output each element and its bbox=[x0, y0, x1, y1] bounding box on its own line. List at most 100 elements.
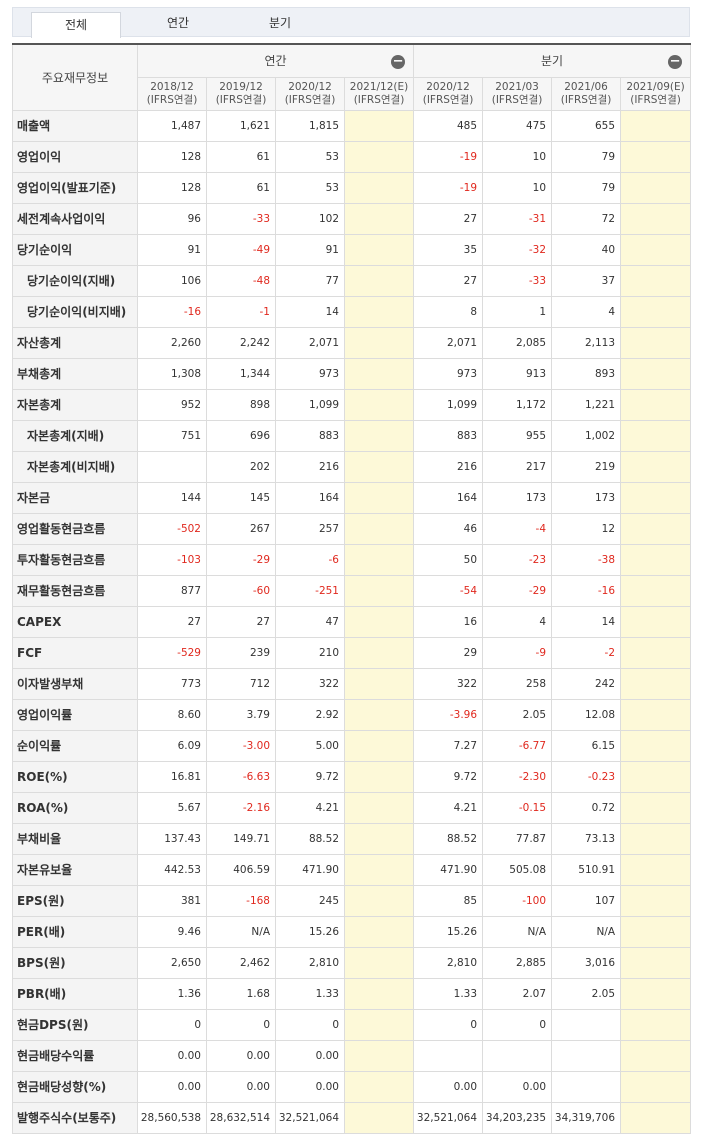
column-header: 2020/12 (IFRS연결) bbox=[413, 76, 484, 111]
table-row: EPS(원) 381 -168 245 85 -100 107 bbox=[12, 884, 692, 917]
table-cell: 973 bbox=[413, 357, 484, 390]
row-label: 현금배당성향(%) bbox=[12, 1070, 138, 1103]
table-row: 현금배당성향(%) 0.00 0.00 0.00 0.00 0.00 bbox=[12, 1070, 692, 1103]
table-cell bbox=[343, 202, 415, 235]
table-cell bbox=[620, 1039, 692, 1072]
table-row: ROE(%) 16.81 -6.63 9.72 9.72 -2.30 -0.23 bbox=[12, 760, 692, 793]
table-cell: 4 bbox=[551, 295, 622, 328]
row-label: 영업이익(발표기준) bbox=[12, 171, 138, 204]
table-cell bbox=[343, 481, 415, 514]
table-cell: N/A bbox=[206, 915, 276, 948]
table-cell: -0.23 bbox=[551, 760, 622, 793]
table-cell: 0.00 bbox=[275, 1070, 345, 1103]
table-cell: 28,632,514 bbox=[206, 1101, 276, 1134]
row-label: 자본총계(지배) bbox=[12, 419, 138, 452]
tab-annual[interactable]: 연간 bbox=[166, 16, 190, 30]
table-row: 현금DPS(원) 0 0 0 0 0 bbox=[12, 1008, 692, 1041]
table-cell bbox=[620, 574, 692, 607]
table-cell bbox=[343, 977, 415, 1010]
table-row: 세전계속사업이익 96 -33 102 27 -31 72 bbox=[12, 202, 692, 235]
table-row: 이자발생부채 773 712 322 322 258 242 bbox=[12, 667, 692, 700]
table-cell bbox=[620, 357, 692, 390]
column-header: 2021/12(E) (IFRS연결) bbox=[343, 76, 415, 111]
table-cell bbox=[620, 233, 692, 266]
minus-circle-icon[interactable]: − bbox=[391, 54, 406, 69]
table-cell: 149.71 bbox=[206, 822, 276, 855]
table-cell: -33 bbox=[482, 264, 553, 297]
table-cell: 3.79 bbox=[206, 698, 276, 731]
table-cell: -6 bbox=[275, 543, 345, 576]
table-cell: 210 bbox=[275, 636, 345, 669]
column-basis: (IFRS연결) bbox=[353, 93, 405, 106]
table-cell bbox=[620, 481, 692, 514]
table-cell: -103 bbox=[137, 543, 207, 576]
row-label: ROA(%) bbox=[12, 791, 138, 824]
table-cell: 34,203,235 bbox=[482, 1101, 553, 1134]
table-cell: -32 bbox=[482, 233, 553, 266]
table-cell bbox=[343, 1101, 415, 1134]
row-label: PBR(배) bbox=[12, 977, 138, 1010]
table-cell: 505.08 bbox=[482, 853, 553, 886]
table-cell bbox=[343, 698, 415, 731]
table-cell: -16 bbox=[137, 295, 207, 328]
column-period: 2019/12 bbox=[219, 80, 263, 93]
table-cell bbox=[620, 698, 692, 731]
annual-group-label: 연간 bbox=[264, 54, 287, 69]
table-cell: 173 bbox=[551, 481, 622, 514]
column-basis: (IFRS연결) bbox=[146, 93, 198, 106]
table-cell: 0.00 bbox=[275, 1039, 345, 1072]
table-cell bbox=[620, 388, 692, 421]
tab-all[interactable]: 전체 bbox=[31, 12, 121, 38]
table-cell: 8 bbox=[413, 295, 484, 328]
column-header: 2021/09(E) (IFRS연결) bbox=[620, 76, 692, 111]
table-cell: 1,487 bbox=[137, 109, 207, 142]
table-cell bbox=[620, 295, 692, 328]
row-label: FCF bbox=[12, 636, 138, 669]
table-cell bbox=[620, 822, 692, 855]
table-cell: -529 bbox=[137, 636, 207, 669]
table-cell bbox=[343, 543, 415, 576]
table-row: 발행주식수(보통주) 28,560,538 28,632,514 32,521,064… bbox=[12, 1101, 692, 1134]
table-cell: N/A bbox=[551, 915, 622, 948]
table-cell: 29 bbox=[413, 636, 484, 669]
row-header-label: 주요재무정보 bbox=[12, 43, 138, 111]
row-label: BPS(원) bbox=[12, 946, 138, 979]
table-cell: 955 bbox=[482, 419, 553, 452]
table-cell: 173 bbox=[482, 481, 553, 514]
table-cell: 898 bbox=[206, 388, 276, 421]
tab-quarter[interactable]: 분기 bbox=[268, 16, 292, 30]
table-row: 영업이익률 8.60 3.79 2.92 -3.96 2.05 12.08 bbox=[12, 698, 692, 731]
table-cell bbox=[343, 791, 415, 824]
column-basis: (IFRS연결) bbox=[491, 93, 543, 106]
table-cell bbox=[343, 388, 415, 421]
column-header: 2020/12 (IFRS연결) bbox=[275, 76, 345, 111]
table-cell bbox=[620, 1008, 692, 1041]
table-cell: 6.09 bbox=[137, 729, 207, 762]
table-cell: 128 bbox=[137, 140, 207, 173]
table-cell: 14 bbox=[551, 605, 622, 638]
table-cell bbox=[343, 109, 415, 142]
table-cell: 37 bbox=[551, 264, 622, 297]
table-cell: 883 bbox=[413, 419, 484, 452]
table-cell: 2,650 bbox=[137, 946, 207, 979]
table-cell: 6.15 bbox=[551, 729, 622, 762]
table-row: 영업활동현금흐름 -502 267 257 46 -4 12 bbox=[12, 512, 692, 545]
table-cell: 79 bbox=[551, 171, 622, 204]
table-cell: 145 bbox=[206, 481, 276, 514]
row-label: 자본총계 bbox=[12, 388, 138, 421]
table-cell bbox=[620, 636, 692, 669]
annual-group-header: 연간 − bbox=[136, 43, 415, 78]
table-cell bbox=[343, 264, 415, 297]
table-cell: 2.92 bbox=[275, 698, 345, 731]
row-label: 매출액 bbox=[12, 109, 138, 142]
table-cell: -6.63 bbox=[206, 760, 276, 793]
table-cell: 61 bbox=[206, 171, 276, 204]
table-cell: -1 bbox=[206, 295, 276, 328]
table-cell: 2,071 bbox=[413, 326, 484, 359]
minus-circle-icon[interactable]: − bbox=[668, 54, 683, 69]
table-cell: 106 bbox=[137, 264, 207, 297]
table-cell: -19 bbox=[413, 171, 484, 204]
column-period: 2020/12 bbox=[288, 80, 332, 93]
table-cell: 0 bbox=[137, 1008, 207, 1041]
table-cell: 0.00 bbox=[137, 1039, 207, 1072]
